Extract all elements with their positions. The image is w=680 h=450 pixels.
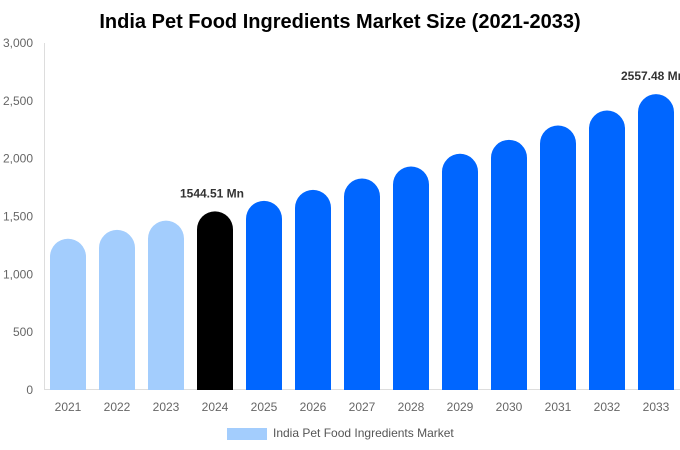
x-tick-label: 2024	[202, 400, 229, 414]
bar-2025[interactable]	[246, 200, 282, 390]
bar-2024[interactable]	[197, 211, 233, 390]
bar-2021[interactable]	[50, 238, 86, 390]
x-tick-label: 2028	[398, 400, 425, 414]
y-tick-label: 0	[26, 383, 33, 397]
x-tick-label: 2031	[545, 400, 572, 414]
data-label-2024: 1544.51 Mn	[180, 186, 244, 200]
y-tick-label: 3,000	[3, 36, 33, 50]
x-tick-label: 2030	[496, 400, 523, 414]
x-tick-label: 2022	[104, 400, 131, 414]
bar-2029[interactable]	[442, 153, 478, 390]
data-label-2033: 2557.48 Mn	[621, 69, 680, 83]
legend[interactable]: India Pet Food Ingredients Market	[227, 426, 454, 440]
y-tick-label: 2,500	[3, 94, 33, 108]
bar-2033[interactable]	[638, 94, 674, 390]
bar-2022[interactable]	[99, 229, 135, 390]
legend-swatch	[227, 428, 267, 440]
y-tick-label: 500	[13, 325, 33, 339]
y-tick-label: 1,000	[3, 267, 33, 281]
x-tick-label: 2032	[594, 400, 621, 414]
y-tick-label: 1,500	[3, 210, 33, 224]
x-tick-label: 2029	[447, 400, 474, 414]
bar-2031[interactable]	[540, 125, 576, 390]
bar-2027[interactable]	[344, 178, 380, 390]
x-tick-label: 2021	[55, 400, 82, 414]
y-tick-label: 2,000	[3, 152, 33, 166]
x-tick-label: 2027	[349, 400, 376, 414]
legend-label: India Pet Food Ingredients Market	[273, 426, 454, 440]
bar-2030[interactable]	[491, 139, 527, 390]
bar-2032[interactable]	[589, 110, 625, 391]
bar-2028[interactable]	[393, 166, 429, 390]
x-tick-label: 2025	[251, 400, 278, 414]
x-tick-label: 2026	[300, 400, 327, 414]
x-tick-label: 2033	[643, 400, 670, 414]
x-tick-label: 2023	[153, 400, 180, 414]
chart-title: India Pet Food Ingredients Market Size (…	[99, 11, 580, 33]
bar-2026[interactable]	[295, 189, 331, 390]
bar-2023[interactable]	[148, 220, 184, 390]
